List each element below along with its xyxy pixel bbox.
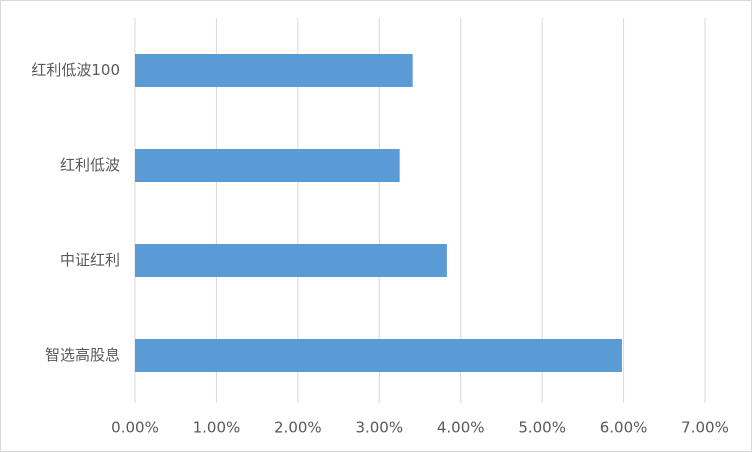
x-tick-label: 5.00% [518,419,566,437]
bar [135,244,447,277]
x-tick-label: 2.00% [274,419,322,437]
x-tick-label: 7.00% [681,419,729,437]
bar [135,339,622,372]
y-tick-label: 中证红利 [60,251,120,269]
x-tick-label: 6.00% [600,419,648,437]
y-tick-label: 红利低波100 [31,61,120,79]
x-tick-label: 1.00% [193,419,241,437]
x-tick-label: 4.00% [437,419,485,437]
y-tick-label: 智选高股息 [45,346,120,364]
x-tick-label: 0.00% [111,419,159,437]
x-tick-label: 3.00% [355,419,403,437]
bar [135,149,400,182]
y-tick-label: 红利低波 [60,156,120,174]
bar [135,54,413,87]
